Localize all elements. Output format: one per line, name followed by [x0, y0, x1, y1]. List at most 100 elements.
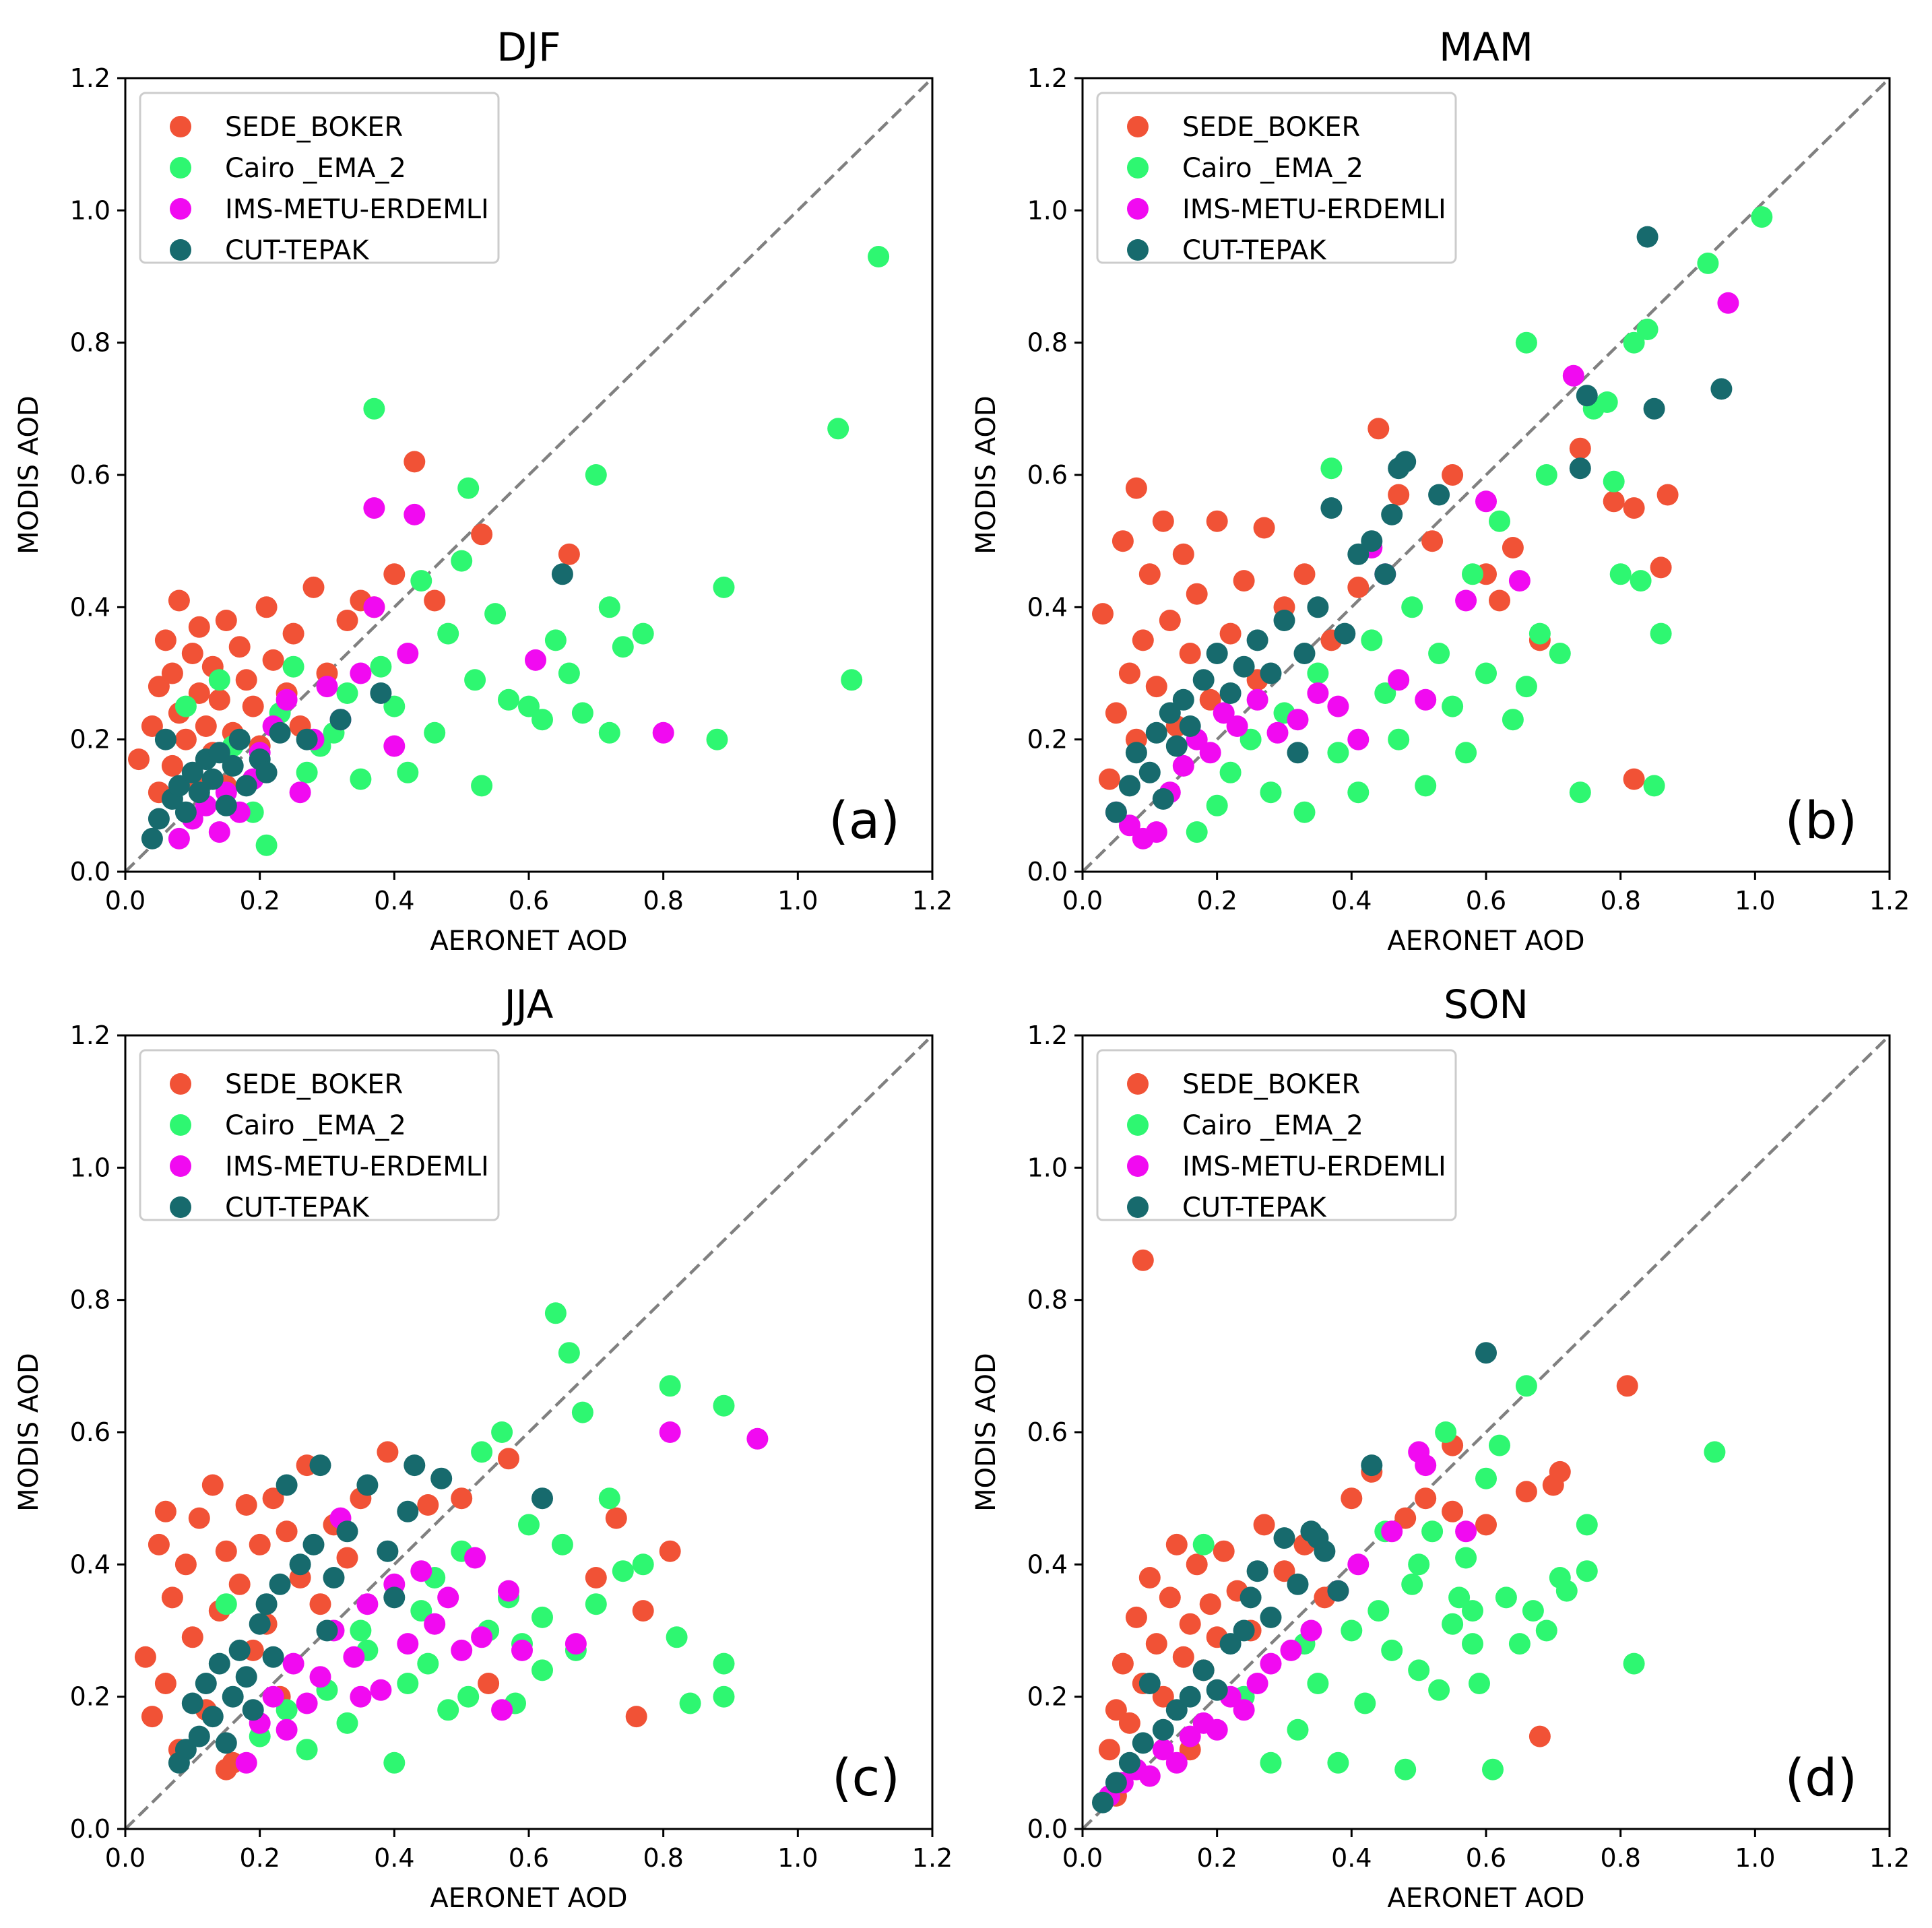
- panel-1-point: [181, 643, 203, 664]
- panel-3-point: [430, 1467, 453, 1489]
- panel-2-point: [1515, 331, 1537, 354]
- panel-1-point: [262, 649, 284, 671]
- panel-3-point: [598, 1487, 620, 1510]
- panel-1-point: [424, 589, 446, 612]
- panel-3-legend-label: SEDE_BOKER: [225, 1069, 403, 1100]
- panel-1-point: [383, 695, 406, 717]
- panel-2-point: [1535, 464, 1557, 486]
- panel-3: 0.0 0.2 0.4 0.6 0.8 1.0 1.2 0.0 0.2 0.4 0.6 0.8 1.0 1…: [13, 982, 953, 1914]
- panel-2-point: [1233, 570, 1255, 592]
- panel-3-point: [201, 1706, 224, 1728]
- panel-3-legend-marker: [170, 1155, 191, 1177]
- panel-2-point: [1361, 530, 1383, 552]
- panel-2-point: [1374, 682, 1396, 704]
- panel-3-point: [309, 1454, 331, 1477]
- panel-4-y-tick-label: 0.6: [1027, 1417, 1068, 1447]
- panel-4-point: [1381, 1520, 1403, 1543]
- panel-4-point: [1206, 1718, 1228, 1741]
- panel-3-point: [511, 1639, 533, 1661]
- panel-3-legend-label: IMS-METU-ERDEMLI: [225, 1151, 489, 1182]
- panel-2-point: [1239, 728, 1262, 750]
- panel-4-point: [1704, 1441, 1726, 1463]
- panel-4-point: [1152, 1718, 1174, 1741]
- panel-3-point: [356, 1474, 379, 1496]
- panel-2-y-axis-label: MODIS AOD: [971, 395, 1002, 554]
- panel-4-point: [1192, 1533, 1215, 1555]
- panel-2-point: [1199, 688, 1221, 711]
- panel-1-point: [269, 721, 291, 744]
- panel-4-legend-label: CUT-TEPAK: [1182, 1192, 1327, 1223]
- panel-2-y-tick-label: 0.0: [1027, 857, 1068, 887]
- panel-1-y-tick-label: 0.4: [70, 592, 110, 622]
- panel-4-point: [1428, 1679, 1450, 1701]
- panel-2-legend-marker: [1127, 239, 1149, 261]
- panel-3-point: [404, 1454, 426, 1477]
- panel-2-point: [1199, 742, 1221, 764]
- panel-2-point: [1159, 702, 1181, 724]
- panel-1-point: [195, 715, 217, 737]
- panel-2-point: [1219, 761, 1242, 783]
- panel-1-point: [161, 754, 183, 777]
- panel-1-point: [532, 709, 553, 731]
- panel-1-point: [471, 775, 493, 797]
- panel-2-series-1: [1092, 418, 1679, 790]
- panel-1-point: [255, 834, 278, 856]
- panel-1-point: [296, 761, 318, 783]
- panel-2-point: [1206, 643, 1228, 664]
- panel-1-point: [571, 702, 593, 724]
- panel-3-point: [249, 1613, 271, 1635]
- panel-4-point: [1495, 1586, 1517, 1609]
- panel-1-point: [437, 622, 459, 645]
- panel-4-point: [1549, 1460, 1571, 1483]
- panel-2-point: [1562, 364, 1584, 387]
- panel-2-point: [1105, 702, 1127, 724]
- panel-4-point: [1253, 1514, 1275, 1536]
- panel-1-point: [289, 781, 311, 804]
- panel-4-point: [1421, 1520, 1444, 1543]
- panel-3-point: [491, 1699, 513, 1721]
- panel-2-point: [1246, 688, 1268, 711]
- panel-4-point: [1219, 1633, 1242, 1655]
- panel-2-x-tick-label: 0.8: [1600, 886, 1640, 915]
- panel-2-point: [1643, 775, 1665, 797]
- panel-4-x-tick-label: 0.2: [1196, 1843, 1237, 1873]
- panel-3-point: [370, 1679, 392, 1701]
- panel-2-point: [1576, 385, 1598, 407]
- panel-2-point: [1381, 503, 1403, 525]
- panel-3-y-tick-label: 0.4: [70, 1549, 110, 1579]
- panel-1-series-4: [141, 563, 573, 849]
- panel-4-point: [1307, 1527, 1329, 1549]
- panel-4-point: [1508, 1633, 1531, 1655]
- panel-1-legend-label: SEDE_BOKER: [225, 112, 403, 143]
- panel-3-point: [571, 1401, 593, 1423]
- panel-1-point: [208, 688, 230, 711]
- panel-2-point: [1266, 721, 1289, 744]
- panel-2-title: MAM: [1439, 24, 1533, 70]
- panel-2-legend-label: SEDE_BOKER: [1182, 112, 1360, 143]
- panel-1-legend-label: Cairo _EMA_2: [225, 153, 406, 184]
- panel-3-point: [154, 1673, 176, 1694]
- panel-2-point: [1138, 761, 1161, 783]
- panel-3-point: [605, 1507, 627, 1529]
- panel-4-point: [1401, 1573, 1423, 1595]
- panel-1-point: [558, 662, 580, 684]
- panel-1-point: [404, 503, 426, 525]
- panel-3-point: [134, 1646, 156, 1668]
- panel-4-point: [1576, 1514, 1598, 1536]
- panel-4-point: [1394, 1758, 1417, 1780]
- panel-2-point: [1186, 583, 1208, 605]
- panel-4-point: [1118, 1752, 1140, 1774]
- panel-4-point: [1475, 1342, 1497, 1364]
- panel-2-point: [1287, 709, 1309, 731]
- panel-1-point: [498, 688, 519, 711]
- panel-4-point: [1179, 1613, 1201, 1635]
- panel-4-x-tick-label: 1.0: [1735, 1843, 1775, 1873]
- panel-3-x-axis-label: AERONET AOD: [430, 1883, 627, 1914]
- panel-3-point: [417, 1494, 439, 1516]
- panel-3-point: [289, 1553, 311, 1576]
- panel-2-point: [1246, 629, 1268, 651]
- panel-3-x-tick-label: 0.8: [643, 1843, 683, 1873]
- panel-1-legend-marker: [170, 198, 191, 220]
- panel-1-legend-box: [139, 92, 500, 264]
- panel-2-point: [1489, 510, 1510, 532]
